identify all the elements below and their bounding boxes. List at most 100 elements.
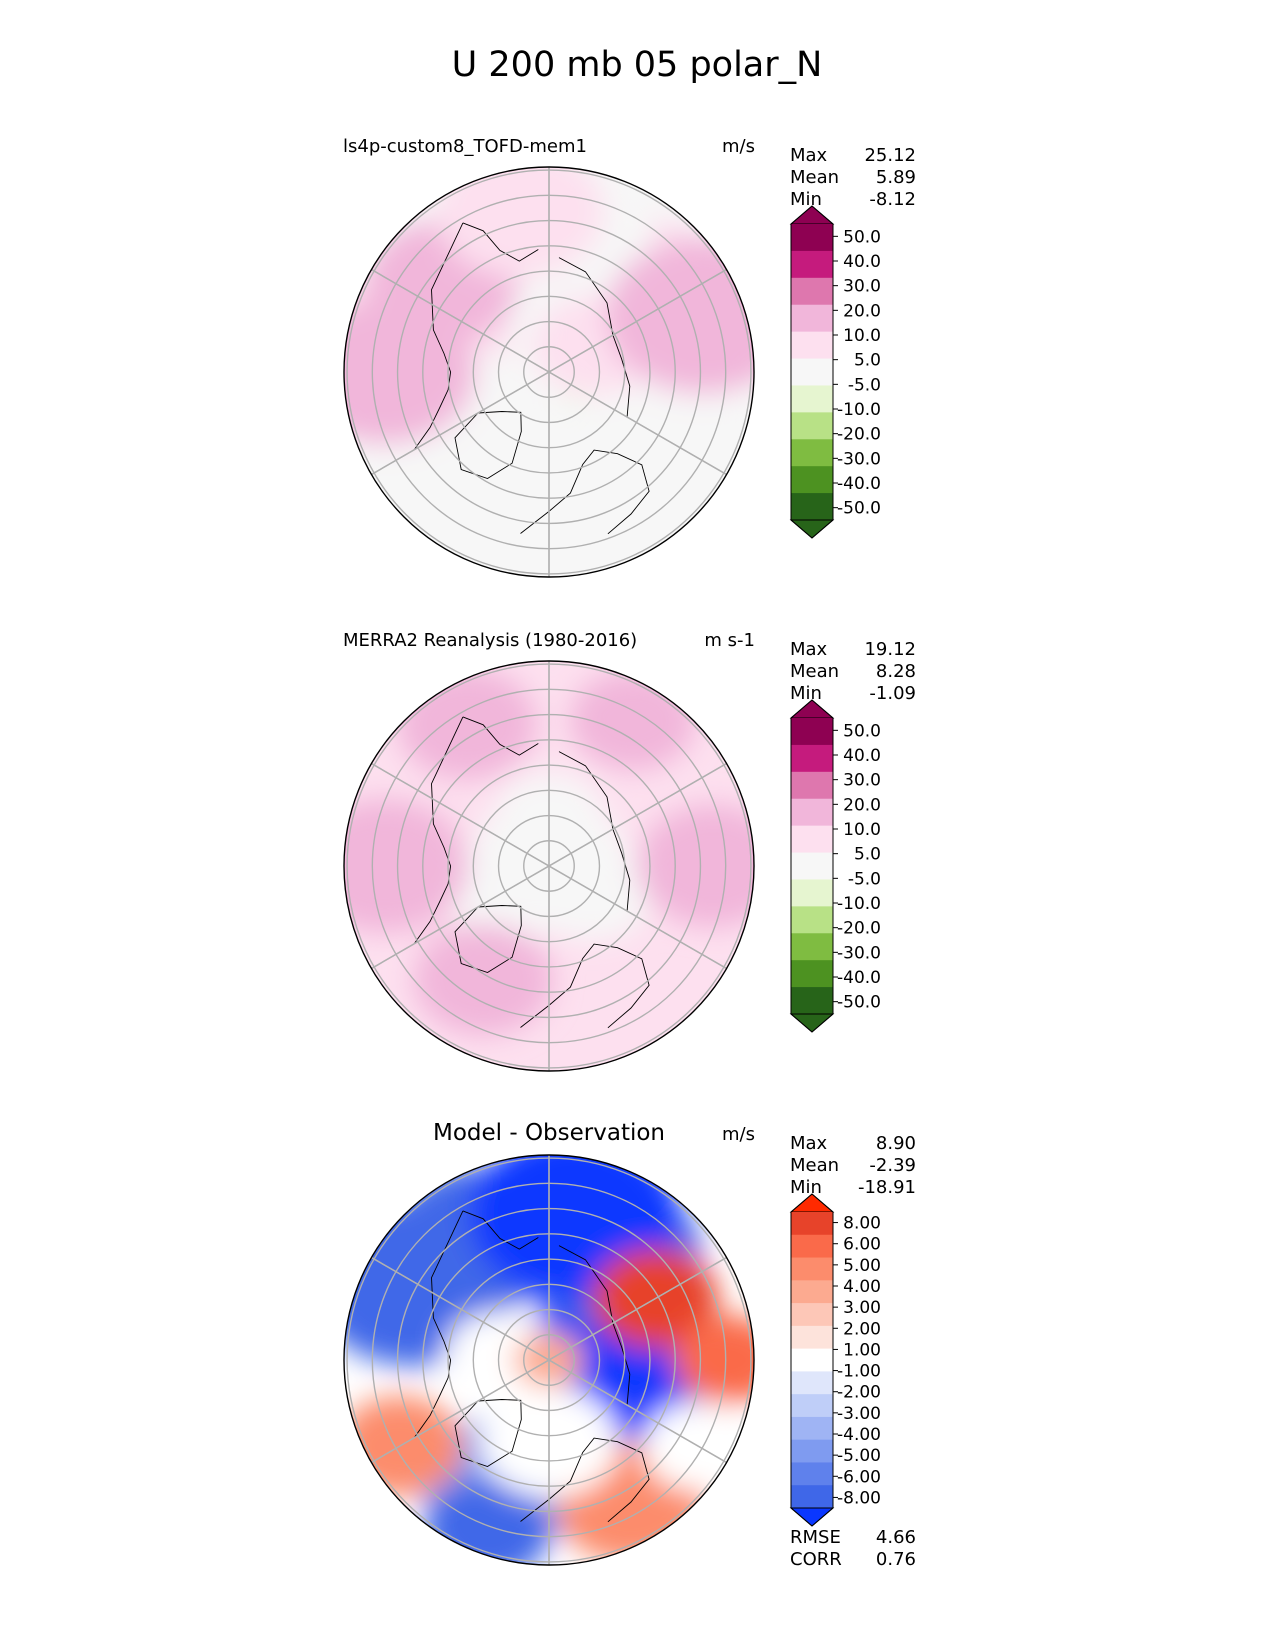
colorbar-tick-label: 20.0 [843,301,881,321]
contour-region [397,668,537,780]
coastline [454,905,522,973]
colorbar-band [791,385,833,413]
coastline [392,716,464,957]
coastline [392,1210,464,1451]
stat-mean-value: 8.28 [876,661,916,682]
meridian-line [548,762,727,867]
colorbar-band [791,1212,833,1236]
colorbar-band [791,1439,833,1463]
panel-difference-stats: Max 8.90 Mean -2.39 Min -18.91 RMSE 4.66… [790,1133,916,1570]
stat-min-value: -18.91 [858,1177,916,1198]
meridian-line [548,1359,727,1464]
colorbar-tick-label: -10.0 [837,894,881,914]
colorbar-outline [790,699,834,1033]
colorbar-band [791,412,833,440]
stat-max-value: 19.12 [864,639,916,660]
colorbar-band [791,1348,833,1372]
colorbar-tick-label: -3.00 [837,1404,881,1424]
colorbar-band [791,493,833,521]
colorbar-tick-label: -50.0 [837,499,881,519]
stat-min-label: Min [790,683,822,704]
colorbar-band [791,1280,833,1304]
meridian-line [548,1256,727,1361]
colorbar-tick-label: -40.0 [837,968,881,988]
panel-difference: Model - Observation m/s Max 8.90 Mean -2… [343,1120,916,1570]
colorbar-outline [790,205,834,539]
stat-rmse-value: 4.66 [876,1527,916,1548]
map-boundary [343,166,755,578]
colorbar-extend-bottom [789,1013,835,1033]
panel-observation: MERRA2 Reanalysis (1980-2016) m s-1 Max … [343,630,916,1072]
colorbar-tick-label: 5.0 [854,351,881,371]
colorbar-band [791,1303,833,1327]
panel-model-title: ls4p-custom8_TOFD-mem1 [343,136,587,157]
contour-region [344,299,476,445]
colorbar-tick-label: -1.00 [837,1362,881,1382]
stat-min-value: -8.12 [869,189,916,210]
coastline [520,449,650,535]
colorbar-tick-label: 5.0 [854,845,881,865]
panel-observation-units: m s-1 [704,630,755,651]
panel-model-units: m/s [722,136,755,157]
colorbar-band [791,1485,833,1509]
panel-observation-stats: Max 19.12 Mean 8.28 Min -1.09 [790,639,916,704]
colorbar-tick-label: 6.00 [843,1235,881,1255]
colorbar-band [791,224,833,252]
stat-mean-label: Mean [790,167,839,188]
panel-model-map [343,166,755,578]
coastline [392,222,464,463]
panel-model-stats: Max 25.12 Mean 5.89 Min -8.12 [790,145,916,210]
colorbar-band [791,1234,833,1259]
colorbar-tick-label: -10.0 [837,400,881,420]
colorbar-band [791,1257,833,1281]
colorbar-band [791,1462,833,1486]
colorbar-tick-label: 10.0 [843,326,881,346]
meridian-line [371,1256,550,1361]
meridian-line [371,762,550,867]
colorbar-tick-label: 4.00 [843,1277,881,1297]
colorbar-tick-label: 30.0 [843,771,881,791]
colorbar-band [791,277,833,306]
colorbar-tick-label: -5.0 [848,375,881,395]
colorbar-tick-label: -30.0 [837,943,881,963]
colorbar-band [791,879,833,907]
stat-min-label: Min [790,189,822,210]
coastline [454,1399,522,1467]
colorbar-band [791,987,833,1015]
meridian-line [548,865,727,970]
colorbar-band [791,331,833,360]
stat-rmse-label: RMSE [790,1527,841,1548]
contour-region [673,1315,754,1405]
stat-min-label: Min [790,1177,822,1198]
colorbar-band [791,1394,833,1418]
coastline [462,716,539,756]
colorbar-band [791,798,833,827]
stat-min-value: -1.09 [869,683,916,704]
colorbar-tick-label: -2.00 [837,1383,881,1403]
colorbar-tick-label: 2.00 [843,1319,881,1339]
stat-max-label: Max [790,145,828,166]
colorbar-tick-label: -50.0 [837,993,881,1013]
colorbar-band [791,304,833,333]
colorbar-band [791,825,833,854]
colorbar-tick-label: -8.00 [837,1488,881,1508]
colorbar-tick-label: 50.0 [843,227,881,247]
panel-observation-colorbar: 50.0 40.0 30.0 20.0 10.0 5.0 -5.0 -10.0 -20.0 -30… [789,699,881,1033]
colorbar-tick-label: -20.0 [837,919,881,939]
panel-difference-colorbar: 8.006.005.004.003.002.001.00-1.00-2.00-3… [789,1193,881,1527]
contour-region [478,415,688,577]
colorbar-band [791,771,833,800]
colorbar-tick-label: 40.0 [843,746,881,766]
colorbar-tick-label: -30.0 [837,449,881,469]
colorbar-extend-bottom [789,519,835,539]
colorbar-band [791,1371,833,1395]
colorbar-tick-label: 30.0 [843,277,881,297]
panel-difference-units: m/s [722,1124,755,1145]
stat-mean-label: Mean [790,1155,839,1176]
colorbar-band [791,718,833,746]
colorbar-tick-label: 3.00 [843,1298,881,1318]
colorbar-tick-label: -4.00 [837,1425,881,1445]
contour-region [436,167,605,278]
colorbar-tick-label: 20.0 [843,795,881,815]
